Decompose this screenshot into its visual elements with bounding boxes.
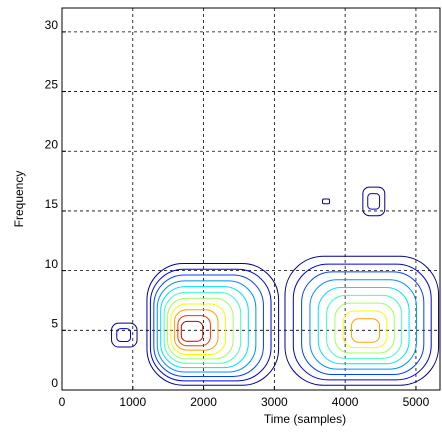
contour-line [177, 315, 211, 347]
x-axis-label: Time (samples) [264, 412, 346, 426]
contour-line [301, 271, 425, 375]
contour-line [116, 328, 132, 343]
x-tick-label: 5000 [403, 395, 430, 409]
contour-line [309, 279, 417, 370]
plot-frame [61, 7, 441, 391]
contour-line [167, 297, 234, 360]
contour-line [146, 262, 280, 386]
contour-line [326, 294, 403, 359]
contour-line [334, 302, 395, 354]
x-tick-label: 2000 [190, 395, 217, 409]
y-tick-label: 15 [45, 197, 59, 211]
y-tick-label: 10 [45, 257, 59, 271]
x-tick-label: 0 [59, 395, 66, 409]
contour-line [111, 322, 138, 348]
contour-line [342, 310, 388, 349]
contour-line [321, 198, 331, 205]
contour-line [284, 255, 440, 386]
y-tick-label: 30 [45, 18, 59, 32]
contour-line [367, 193, 381, 210]
x-tick-label: 1000 [119, 395, 146, 409]
y-tick-label: 0 [51, 376, 58, 390]
y-tick-label: 25 [45, 78, 59, 92]
contour-line [149, 268, 272, 382]
contour-line [156, 280, 257, 373]
contour-line [170, 303, 227, 355]
contour-line [180, 320, 204, 342]
contour-line [362, 186, 386, 217]
contour-line [351, 318, 381, 343]
y-tick-label: 5 [51, 316, 58, 330]
x-tick-label: 4000 [332, 395, 359, 409]
contour-line [317, 287, 410, 365]
y-tick-label: 20 [45, 137, 59, 151]
x-tick-label: 3000 [261, 395, 288, 409]
contour-line [173, 309, 219, 351]
contour-line [292, 263, 432, 381]
contour-line [163, 291, 242, 364]
y-axis-label: Frequency [12, 171, 26, 228]
contour-line [153, 274, 264, 377]
contour-line [160, 286, 249, 369]
